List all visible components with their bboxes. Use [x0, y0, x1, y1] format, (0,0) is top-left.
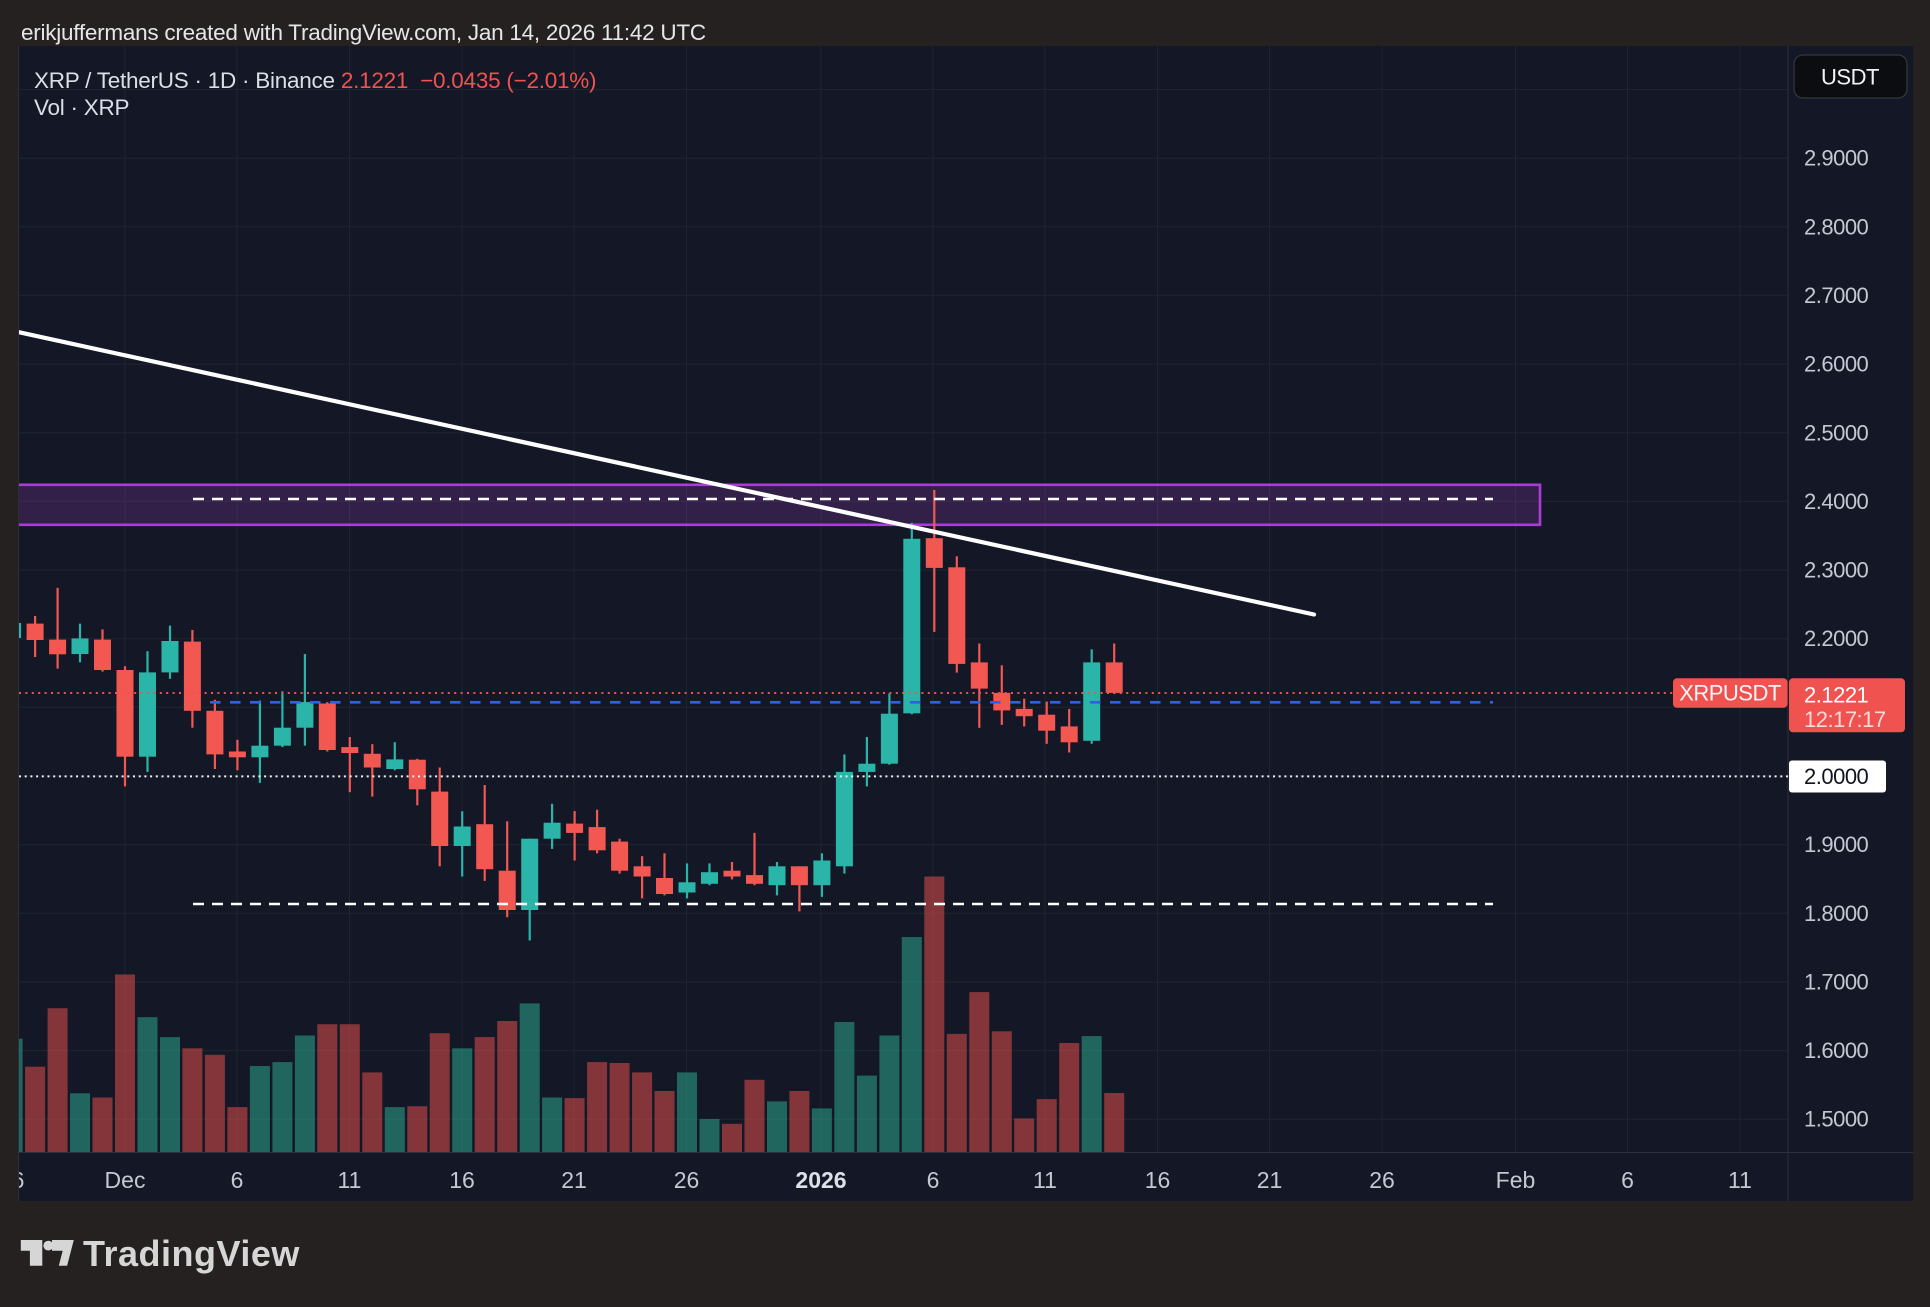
svg-text:1.9000: 1.9000	[1804, 832, 1869, 857]
svg-text:16: 16	[1145, 1167, 1171, 1193]
svg-text:2.3000: 2.3000	[1804, 558, 1869, 583]
svg-text:2.4000: 2.4000	[1804, 489, 1869, 514]
svg-text:Dec: Dec	[105, 1167, 146, 1193]
svg-text:2.0000: 2.0000	[1804, 764, 1869, 789]
svg-text:Feb: Feb	[1496, 1167, 1536, 1193]
svg-text:26: 26	[674, 1167, 700, 1193]
svg-text:6: 6	[927, 1167, 940, 1193]
svg-text:1.8000: 1.8000	[1804, 901, 1869, 926]
svg-text:21: 21	[561, 1167, 587, 1193]
svg-text:USDT: USDT	[1821, 65, 1879, 90]
svg-text:2026: 2026	[795, 1167, 846, 1193]
svg-text:21: 21	[1257, 1167, 1283, 1193]
svg-text:11: 11	[1033, 1167, 1057, 1193]
svg-text:11: 11	[1728, 1167, 1752, 1193]
svg-text:6: 6	[1621, 1167, 1634, 1193]
svg-text:1.6000: 1.6000	[1804, 1038, 1869, 1063]
svg-text:XRPUSDT: XRPUSDT	[1679, 681, 1781, 706]
svg-text:26: 26	[1369, 1167, 1395, 1193]
svg-text:2.2000: 2.2000	[1804, 626, 1869, 651]
svg-text:TradingView: TradingView	[83, 1236, 300, 1274]
svg-text:11: 11	[338, 1167, 362, 1193]
svg-text:6: 6	[19, 1167, 24, 1193]
svg-text:1.5000: 1.5000	[1804, 1107, 1869, 1132]
svg-text:16: 16	[449, 1167, 475, 1193]
svg-text:12:17:17: 12:17:17	[1804, 707, 1886, 732]
svg-text:1.7000: 1.7000	[1804, 970, 1869, 995]
svg-text:2.8000: 2.8000	[1804, 214, 1869, 239]
svg-text:2.5000: 2.5000	[1804, 420, 1869, 445]
svg-text:2.6000: 2.6000	[1804, 352, 1869, 377]
svg-text:2.9000: 2.9000	[1804, 146, 1869, 171]
svg-text:6: 6	[231, 1167, 244, 1193]
svg-text:2.1221: 2.1221	[1804, 682, 1869, 707]
svg-text:2.7000: 2.7000	[1804, 283, 1869, 308]
